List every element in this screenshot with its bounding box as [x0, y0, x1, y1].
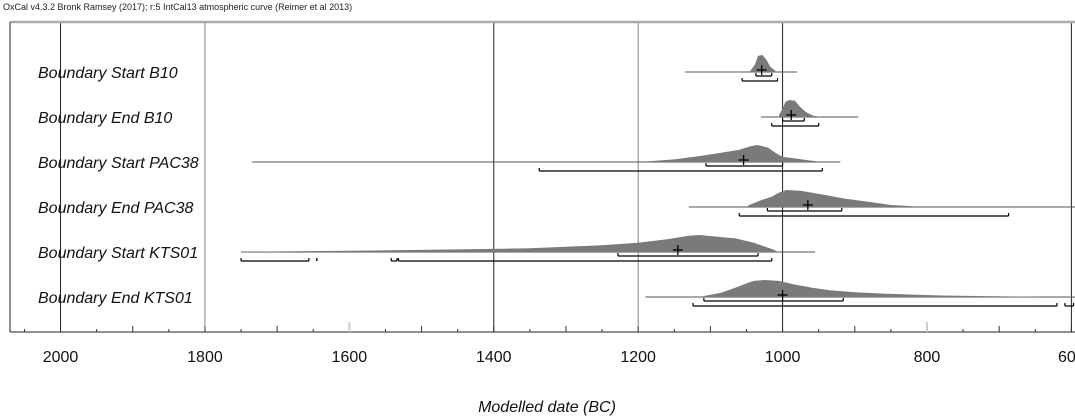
row-1: Boundary Start B10	[38, 55, 798, 82]
row-5: Boundary Start KTS01	[38, 235, 816, 262]
x-axis-tick-labels: 2000 1800 1600 1400 1200 1000 800 600	[43, 349, 1075, 366]
chart-caption: OxCal v4.3.2 Bronk Ramsey (2017); r:5 In…	[3, 2, 352, 12]
row-label: Boundary End B10	[38, 110, 172, 127]
row-label: Boundary End PAC38	[38, 200, 193, 217]
x-axis-title: Modelled date (BC)	[478, 399, 616, 416]
row-label: Boundary Start B10	[38, 65, 178, 82]
minor-ticks	[23, 322, 1072, 332]
row-6: Boundary End KTS01	[38, 280, 1075, 307]
probability-distribution	[649, 145, 819, 162]
plot-frame	[9, 20, 1075, 333]
probability-distribution	[778, 100, 821, 117]
x-tick-label-2000: 2000	[43, 349, 79, 366]
row-3: Boundary Start PAC38	[38, 145, 841, 172]
row-2: Boundary End B10	[38, 100, 859, 127]
row-label: Boundary Start KTS01	[38, 245, 198, 262]
x-tick-label-600: 600	[1058, 349, 1075, 366]
row-label: Boundary End KTS01	[38, 290, 193, 307]
x-tick-label-1800: 1800	[187, 349, 223, 366]
gridlines	[60, 22, 1072, 332]
probability-distribution	[750, 55, 776, 72]
x-tick-label-800: 800	[914, 349, 941, 366]
x-tick-label-1000: 1000	[765, 349, 801, 366]
x-tick-label-1200: 1200	[620, 349, 656, 366]
row-label: Boundary Start PAC38	[38, 155, 199, 172]
x-tick-label-1600: 1600	[332, 349, 368, 366]
probability-distribution	[241, 235, 776, 252]
row-4: Boundary End PAC38	[38, 190, 1075, 217]
probability-distribution	[747, 190, 913, 207]
probability-distribution	[703, 280, 1036, 297]
series-rows: Boundary Start B10 Boundary End B10 Bounda…	[38, 55, 1075, 307]
x-tick-label-1400: 1400	[476, 349, 512, 366]
